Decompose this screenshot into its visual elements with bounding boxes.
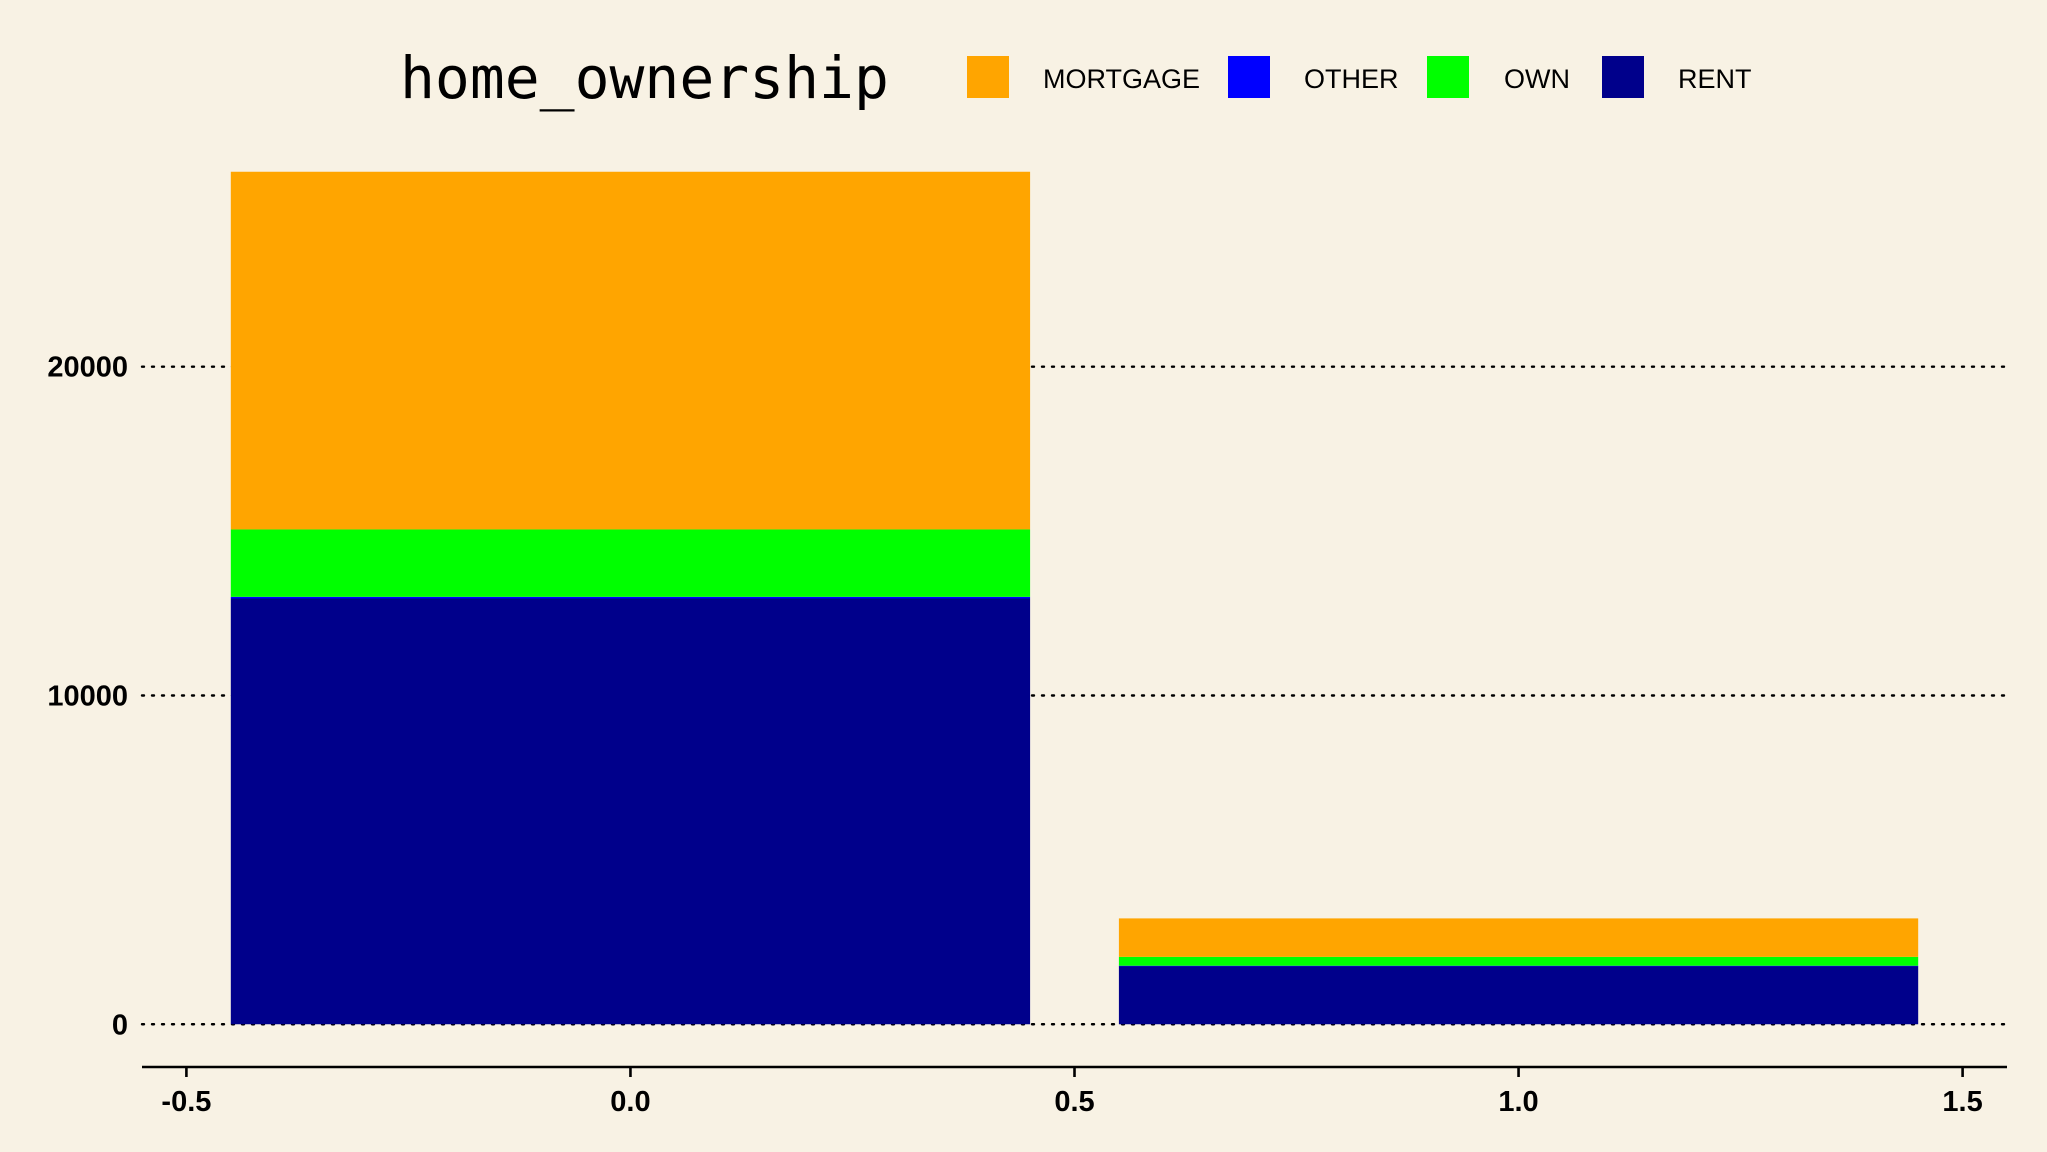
x-tick-label: -0.5 — [161, 1086, 211, 1118]
bar-rent-0 — [230, 598, 1031, 1025]
bar-own-1 — [1118, 956, 1919, 966]
bar-own-0 — [230, 529, 1031, 597]
legend: home_ownership MORTGAGE OTHER OWN RENT — [400, 44, 1752, 112]
legend-title: home_ownership — [400, 44, 889, 112]
bar-mortgage-0 — [230, 171, 1031, 530]
legend-swatch-other — [1228, 56, 1270, 98]
legend-label-mortgage: MORTGAGE — [1043, 64, 1200, 94]
y-tick-label: 20000 — [47, 352, 128, 384]
bar-mortgage-1 — [1118, 918, 1919, 957]
x-tick-label: 1.0 — [1498, 1086, 1538, 1118]
y-tick-label: 10000 — [47, 680, 128, 712]
bar-rent-1 — [1118, 966, 1919, 1025]
y-tick-label: 0 — [112, 1009, 128, 1041]
x-tick-label: 1.5 — [1942, 1086, 1982, 1118]
bar-other-1 — [1118, 965, 1919, 967]
legend-label-other: OTHER — [1304, 64, 1399, 94]
legend-swatch-own — [1427, 56, 1469, 98]
legend-label-own: OWN — [1504, 64, 1570, 94]
legend-swatch-mortgage — [967, 56, 1009, 98]
bars-layer — [230, 171, 1919, 1025]
legend-label-rent: RENT — [1678, 64, 1752, 94]
x-tick-label: 0.0 — [610, 1086, 650, 1118]
y-axis-labels: 0 10000 20000 — [47, 352, 128, 1042]
x-axis: -0.5 0.0 0.5 1.0 1.5 — [142, 1065, 2007, 1118]
bar-other-0 — [230, 596, 1031, 599]
x-tick-label: 0.5 — [1054, 1086, 1094, 1118]
legend-swatch-rent — [1602, 56, 1644, 98]
